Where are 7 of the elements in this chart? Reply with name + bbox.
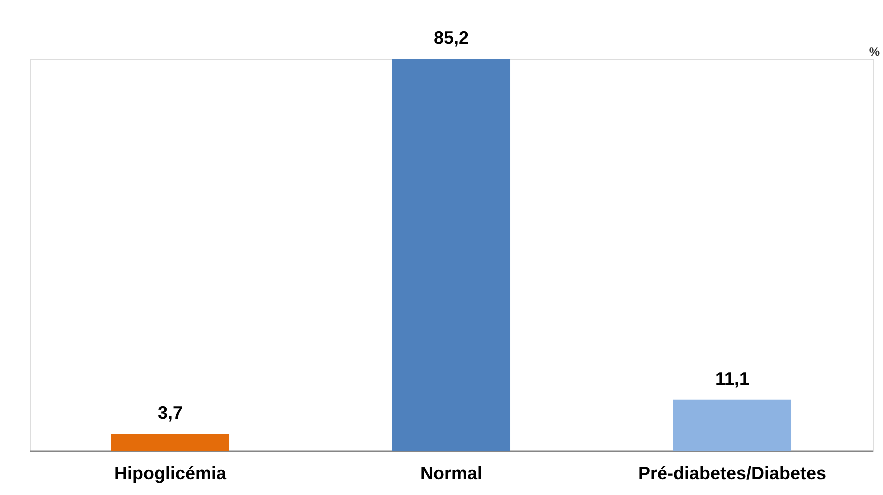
x-tick-label: Hipoglicémia xyxy=(114,464,228,484)
x-tick-label: Normal xyxy=(420,464,483,484)
data-label: 3,7 xyxy=(158,402,184,423)
x-tick-label: Pré-diabetes/Diabetes xyxy=(638,464,827,484)
y-axis-title: % xyxy=(869,45,880,59)
data-label: 85,2 xyxy=(434,28,470,48)
data-label: 11,1 xyxy=(715,368,750,389)
